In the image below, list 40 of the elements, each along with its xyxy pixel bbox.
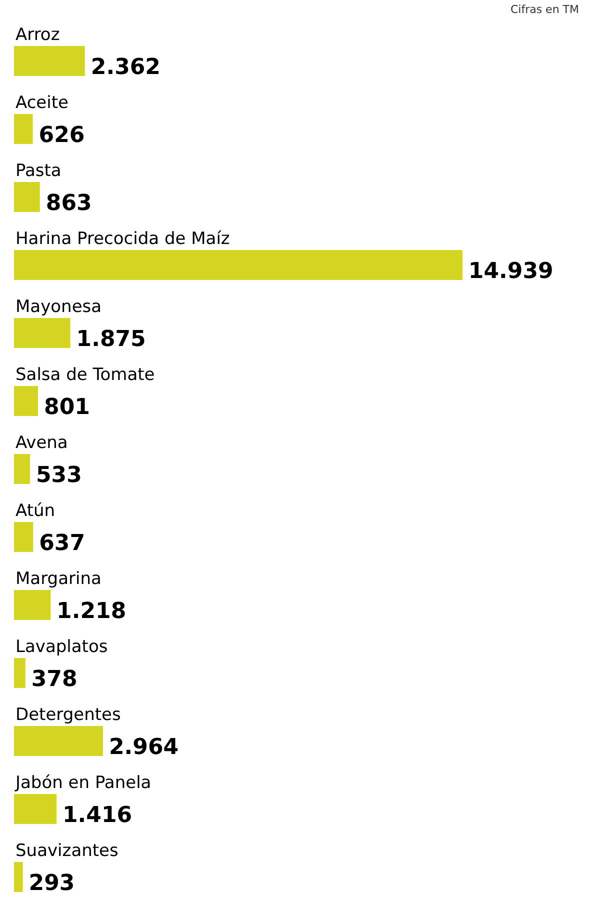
data-label: 293 <box>28 871 75 896</box>
y-tick-label: Pasta <box>16 161 62 181</box>
data-label: 378 <box>31 667 78 692</box>
data-label: 1.218 <box>56 599 126 624</box>
bar <box>14 658 26 688</box>
bar <box>14 250 462 280</box>
y-tick-label: Avena <box>16 433 68 453</box>
y-tick-label: Harina Precocida de Maíz <box>16 229 230 249</box>
text: Cifras en TM <box>510 3 579 16</box>
bar <box>14 114 33 144</box>
bar <box>14 522 34 552</box>
data-label: 14.939 <box>468 259 554 284</box>
y-tick-label: Aceite <box>16 93 68 113</box>
y-tick-label: Suavizantes <box>16 841 119 861</box>
bar <box>14 318 70 348</box>
data-label: 533 <box>36 463 82 488</box>
bar <box>14 46 85 76</box>
data-label: 863 <box>46 191 92 216</box>
data-label: 801 <box>44 395 90 420</box>
bar <box>14 862 23 892</box>
bar <box>14 794 57 824</box>
bar <box>14 726 103 756</box>
bar <box>14 182 40 212</box>
data-label: 2.964 <box>108 735 179 760</box>
y-tick-label: Detergentes <box>16 705 122 725</box>
data-label: 2.362 <box>90 55 160 80</box>
y-tick-label: Arroz <box>16 25 60 45</box>
y-tick-label: Mayonesa <box>16 297 102 317</box>
y-tick-label: Atún <box>16 501 56 521</box>
data-label: 1.416 <box>62 803 132 828</box>
data-label: 626 <box>38 123 85 148</box>
data-label: 637 <box>39 531 86 556</box>
y-tick-label: Lavaplatos <box>16 637 108 657</box>
y-tick-label: Margarina <box>16 569 102 589</box>
y-tick-label: Salsa de Tomate <box>16 365 155 385</box>
data-label: 1.875 <box>76 327 146 352</box>
y-tick-label: Jabón en Panela <box>14 773 152 793</box>
bar <box>14 590 51 620</box>
bar <box>14 386 38 416</box>
bar <box>14 454 30 484</box>
